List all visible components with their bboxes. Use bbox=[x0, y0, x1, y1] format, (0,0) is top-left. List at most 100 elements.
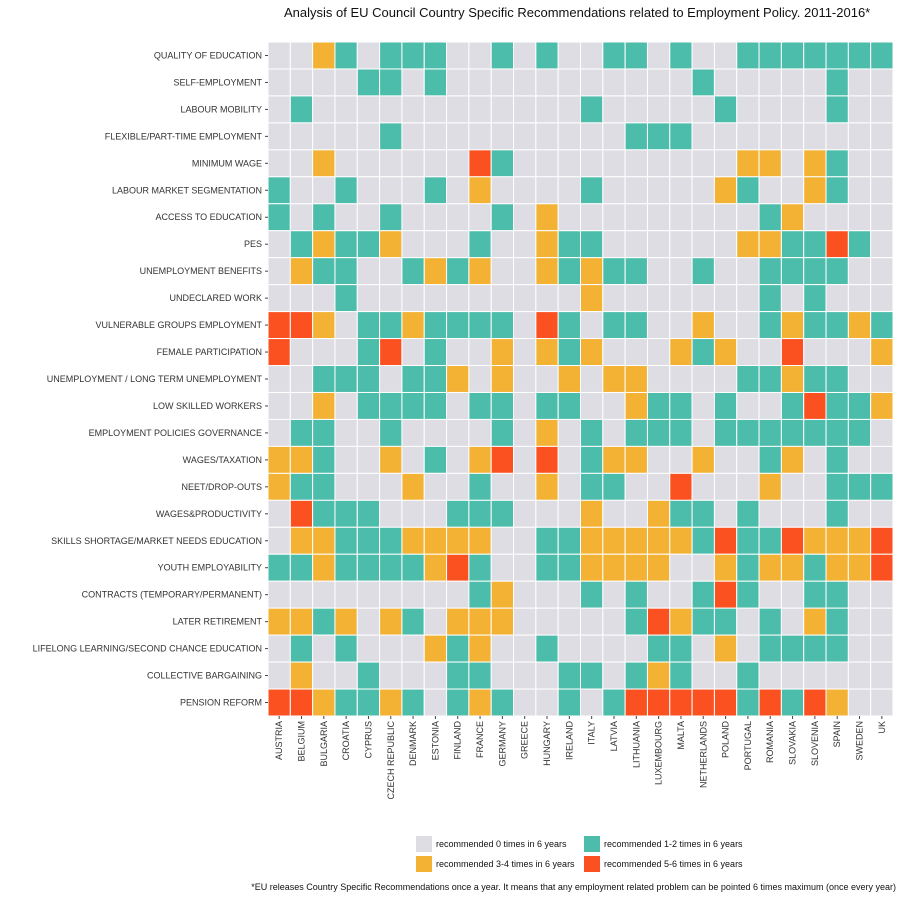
x-tick-label: GREECE bbox=[520, 721, 530, 759]
heatmap-cell bbox=[334, 580, 358, 609]
heatmap-cell bbox=[446, 553, 470, 582]
y-tick-label: ACCESS TO EDUCATION bbox=[155, 212, 262, 222]
heatmap-cell bbox=[334, 257, 358, 286]
heatmap-cell bbox=[780, 257, 805, 286]
heatmap-cell bbox=[736, 176, 760, 205]
heatmap-cell bbox=[423, 176, 448, 205]
heatmap-cell bbox=[691, 607, 715, 636]
heatmap-cell bbox=[580, 365, 604, 393]
heatmap-cell bbox=[490, 661, 515, 690]
y-tick-label: FEMALE PARTICIPATION bbox=[157, 347, 262, 357]
heatmap-cell bbox=[602, 634, 626, 663]
heatmap-cell bbox=[803, 149, 827, 178]
heatmap-cell bbox=[646, 311, 671, 340]
heatmap-cell bbox=[468, 338, 492, 367]
heatmap-cell bbox=[847, 445, 872, 474]
heatmap-cell bbox=[557, 203, 581, 232]
heatmap-cell bbox=[669, 634, 693, 663]
heatmap-cell bbox=[267, 418, 291, 447]
heatmap-cell bbox=[713, 257, 738, 286]
heatmap-cell bbox=[334, 230, 358, 259]
x-tick-label: MALTA bbox=[676, 721, 686, 750]
heatmap-cell bbox=[825, 661, 849, 690]
heatmap-cell bbox=[267, 688, 291, 717]
x-tick-label: SWEDEN bbox=[855, 721, 865, 761]
heatmap-cell bbox=[513, 257, 537, 286]
heatmap-cell bbox=[267, 445, 291, 474]
heatmap-cell bbox=[646, 338, 671, 367]
heatmap-cell bbox=[580, 338, 604, 367]
y-tick-label: YOUTH EMPLOYABILITY bbox=[158, 563, 262, 573]
heatmap-cell bbox=[669, 284, 693, 313]
heatmap-cell bbox=[289, 68, 314, 97]
heatmap-cell bbox=[646, 95, 671, 124]
heatmap-cell bbox=[847, 68, 872, 97]
heatmap-cell bbox=[312, 284, 336, 313]
heatmap-cell bbox=[446, 311, 470, 340]
heatmap-cell bbox=[803, 284, 827, 313]
heatmap-cell bbox=[334, 553, 358, 582]
heatmap-cell bbox=[602, 41, 626, 70]
x-tick-label: LUXEMBOURG bbox=[654, 721, 664, 785]
heatmap-cell bbox=[535, 418, 559, 447]
heatmap-cell bbox=[267, 365, 291, 393]
heatmap-cell bbox=[780, 661, 805, 690]
heatmap-cell bbox=[803, 122, 827, 151]
heatmap-cell bbox=[825, 499, 849, 528]
heatmap-cell bbox=[535, 284, 559, 313]
heatmap-cell bbox=[513, 41, 537, 70]
heatmap-cell bbox=[401, 445, 425, 474]
heatmap-cell bbox=[312, 203, 336, 232]
heatmap-cell bbox=[758, 472, 782, 501]
heatmap-cell bbox=[513, 418, 537, 447]
heatmap-cell bbox=[646, 445, 671, 474]
x-axis: AUSTRIA BELGIUM BULGARIA CROATIA CYPRUS CZECH… bbox=[274, 716, 887, 800]
heatmap-cell bbox=[803, 445, 827, 474]
heatmap-cell bbox=[758, 526, 782, 555]
heatmap-cell bbox=[468, 418, 492, 447]
heatmap-cell bbox=[312, 122, 336, 151]
y-tick-label: LABOUR MOBILITY bbox=[180, 104, 262, 114]
heatmap-cell bbox=[490, 203, 515, 232]
heatmap-cell bbox=[312, 365, 336, 393]
heatmap-cell bbox=[758, 311, 782, 340]
heatmap-cell bbox=[513, 445, 537, 474]
heatmap-cell bbox=[870, 580, 894, 609]
heatmap-cell bbox=[669, 257, 693, 286]
heatmap-cell bbox=[423, 445, 448, 474]
heatmap-cell bbox=[490, 230, 515, 259]
heatmap-cell bbox=[803, 203, 827, 232]
heatmap-cell bbox=[423, 149, 448, 178]
y-tick-label: UNEMPLOYMENT / LONG TERM UNEMPLOYMENT bbox=[47, 374, 263, 384]
heatmap-cell bbox=[736, 688, 760, 717]
heatmap-cell bbox=[669, 607, 693, 636]
heatmap-cell bbox=[423, 607, 448, 636]
heatmap-cell bbox=[870, 176, 894, 205]
heatmap-cell bbox=[847, 688, 872, 717]
heatmap-cell bbox=[847, 472, 872, 501]
heatmap-cell bbox=[803, 634, 827, 663]
legend: recommended 0 times in 6 years recommend… bbox=[416, 836, 754, 872]
heatmap-cell bbox=[468, 634, 492, 663]
heatmap-cell bbox=[312, 553, 336, 582]
heatmap-cell bbox=[379, 311, 403, 340]
heatmap-cell bbox=[602, 391, 626, 420]
heatmap-cell bbox=[691, 472, 715, 501]
heatmap-cell bbox=[379, 338, 403, 367]
heatmap-cell bbox=[624, 472, 648, 501]
heatmap-cell bbox=[401, 688, 425, 717]
heatmap-cell bbox=[624, 176, 648, 205]
heatmap-cell bbox=[557, 661, 581, 690]
heatmap-cell bbox=[513, 580, 537, 609]
heatmap-cell bbox=[646, 365, 671, 393]
heatmap-cell bbox=[780, 607, 805, 636]
heatmap-cell bbox=[289, 176, 314, 205]
heatmap-cell bbox=[312, 580, 336, 609]
heatmap-cell bbox=[624, 391, 648, 420]
heatmap-cell bbox=[758, 445, 782, 474]
heatmap-cell bbox=[870, 418, 894, 447]
heatmap-cell bbox=[825, 122, 849, 151]
heatmap-cell bbox=[401, 391, 425, 420]
heatmap-cell bbox=[780, 580, 805, 609]
heatmap-cell bbox=[334, 41, 358, 70]
